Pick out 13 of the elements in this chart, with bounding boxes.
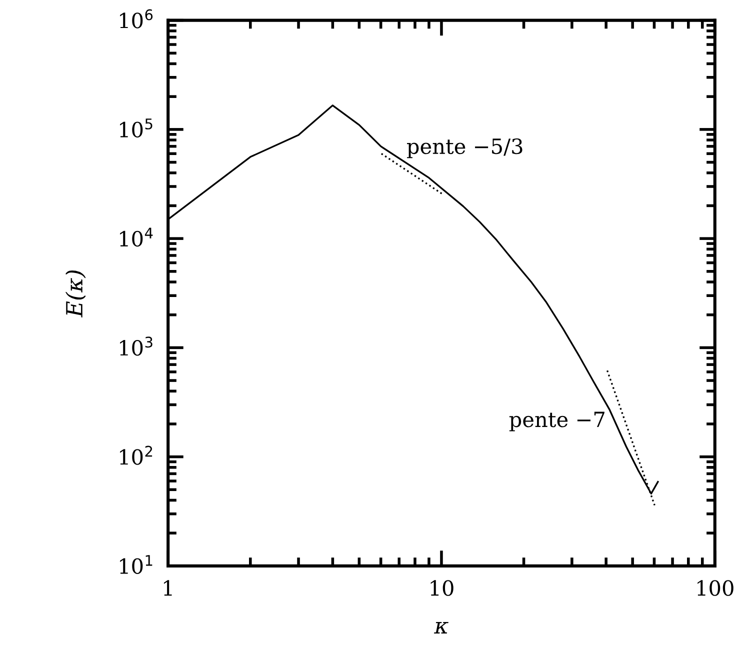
annotation: pente −7 [509,412,604,432]
x-tick-label: 1 [164,580,172,596]
y-tick-label: 10$^{5}$ [120,118,152,138]
y-tick-label: 10$^{3}$ [120,336,152,356]
y-tick-label: 10$^{6}$ [120,9,153,28]
y-tick-label: 10$^{1}$ [120,555,152,574]
y-tick-label: 10$^{4}$ [120,228,153,247]
x-tick-label: 10 [430,580,454,596]
y-axis-title: E(κ) [65,270,86,318]
x-axis-title: κ [434,622,448,634]
x-tick-label: 100 [698,580,734,596]
annotation: pente −5/3 [407,138,522,158]
y-tick-label: 10$^{2}$ [120,446,152,465]
